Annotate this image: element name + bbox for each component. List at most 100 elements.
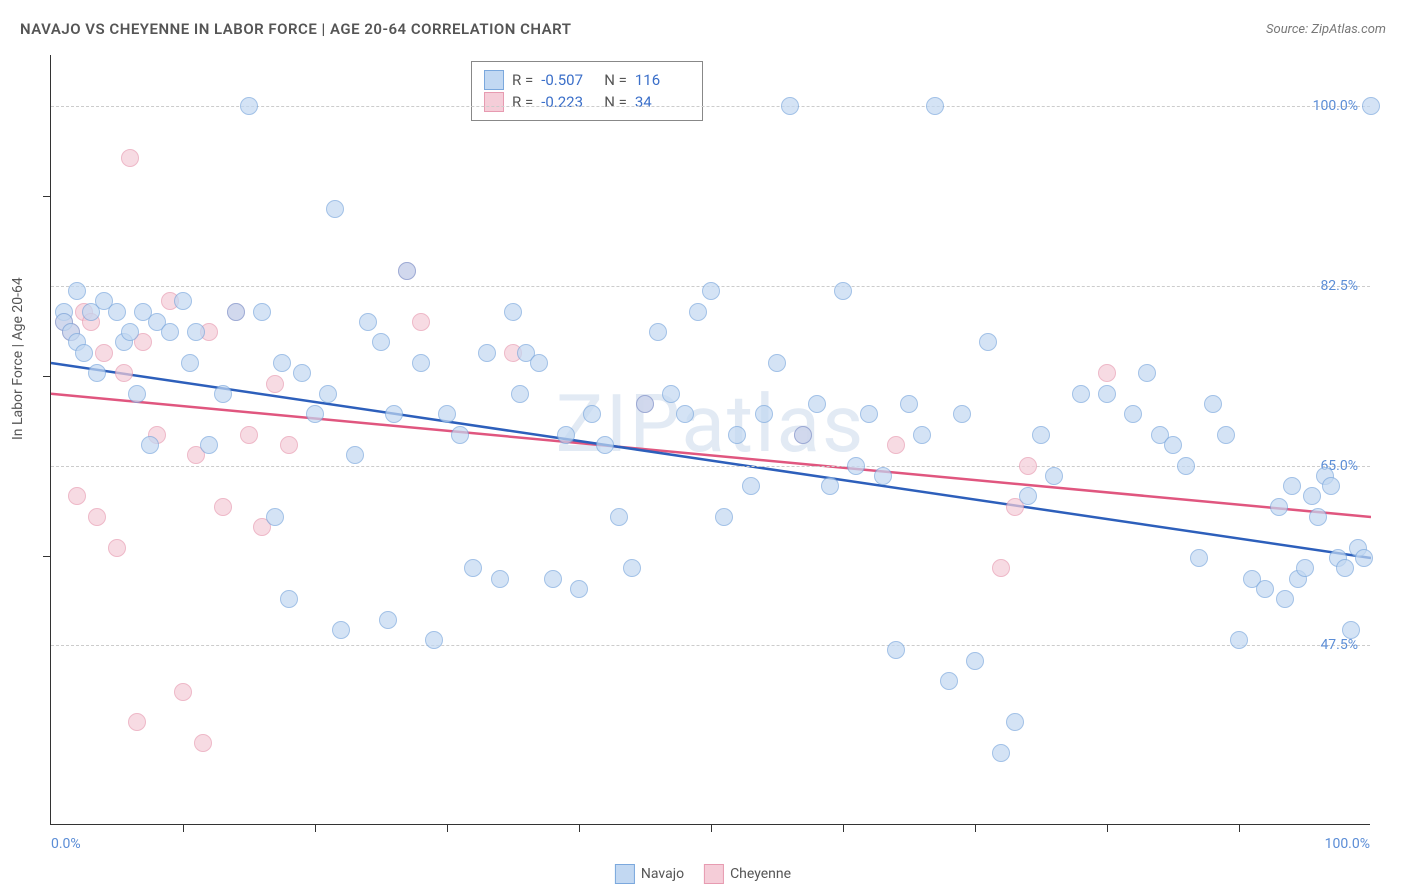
data-point-cheyenne [992,559,1010,577]
data-point-navajo [636,395,654,413]
legend-r-label: R = [512,93,533,111]
data-point-navajo [610,508,628,526]
data-point-navajo [887,641,905,659]
data-point-navajo [821,477,839,495]
data-point-navajo [596,436,614,454]
legend-n-label: N = [604,71,627,89]
legend-row-navajo: R =-0.507N =116 [484,70,690,90]
data-point-navajo [240,97,258,115]
y-tick-label: 47.5% [1320,637,1358,653]
data-point-navajo [874,467,892,485]
data-point-navajo [121,323,139,341]
data-point-navajo [200,436,218,454]
data-point-navajo [860,405,878,423]
data-point-navajo [926,97,944,115]
data-point-navajo [108,303,126,321]
legend-n-label: N = [604,93,627,111]
data-point-navajo [1019,487,1037,505]
data-point-navajo [1138,364,1156,382]
data-point-navajo [544,570,562,588]
data-point-navajo [689,303,707,321]
data-point-cheyenne [68,487,86,505]
data-point-navajo [266,508,284,526]
trendline-cheyenne [51,394,1371,517]
legend-row-cheyenne: R = -0.223 N = 34 [484,92,690,112]
legend-item-cheyenne: Cheyenne [704,864,791,884]
data-point-navajo [1355,549,1373,567]
data-point-navajo [438,405,456,423]
data-point-navajo [1296,559,1314,577]
y-tick-label: 100.0% [1313,98,1358,114]
data-point-navajo [372,333,390,351]
data-point-navajo [992,744,1010,762]
data-point-navajo [1006,713,1024,731]
y-tick [43,556,51,557]
data-point-navajo [847,457,865,475]
data-point-navajo [128,385,146,403]
data-point-navajo [1230,631,1248,649]
data-point-navajo [293,364,311,382]
data-point-navajo [1342,621,1360,639]
data-point-navajo [1032,426,1050,444]
data-point-navajo [583,405,601,423]
data-point-navajo [1072,385,1090,403]
data-point-navajo [398,262,416,280]
data-point-navajo [966,652,984,670]
data-point-navajo [1256,580,1274,598]
data-point-navajo [676,405,694,423]
data-point-navajo [385,405,403,423]
data-point-navajo [478,344,496,362]
data-point-navajo [187,323,205,341]
data-point-cheyenne [115,364,133,382]
data-point-navajo [504,303,522,321]
data-point-navajo [1217,426,1235,444]
y-axis-label: In Labor Force | Age 20-64 [10,277,26,440]
x-tick [711,824,712,832]
data-point-navajo [141,436,159,454]
data-point-navajo [1336,559,1354,577]
legend-r-value: -0.223 [541,93,596,111]
data-point-navajo [227,303,245,321]
data-point-navajo [808,395,826,413]
x-tick [183,824,184,832]
data-point-navajo [781,97,799,115]
series-legend: Navajo Cheyenne [615,864,791,884]
data-point-navajo [953,405,971,423]
data-point-cheyenne [194,734,212,752]
data-point-cheyenne [95,344,113,362]
data-point-navajo [280,590,298,608]
data-point-navajo [834,282,852,300]
data-point-navajo [557,426,575,444]
legend-item-navajo: Navajo [615,864,684,884]
data-point-navajo [306,405,324,423]
data-point-navajo [570,580,588,598]
legend-r-label: R = [512,71,533,89]
source-credit: Source: ZipAtlas.com [1266,22,1386,37]
data-point-navajo [1124,405,1142,423]
legend-r-value: -0.507 [541,71,596,89]
x-tick [579,824,580,832]
legend-swatch-cheyenne [484,92,504,112]
legend-label-cheyenne: Cheyenne [730,866,791,882]
trendline-navajo [51,363,1371,558]
data-point-navajo [88,364,106,382]
data-point-cheyenne [280,436,298,454]
gridline [51,645,1370,646]
legend-swatch-cheyenne [704,864,724,884]
data-point-navajo [491,570,509,588]
x-axis-max-label: 100.0% [1325,836,1370,852]
data-point-cheyenne [1019,457,1037,475]
chart-header: NAVAJO VS CHEYENNE IN LABOR FORCE | AGE … [20,20,1386,38]
legend-n-value: 34 [635,93,690,111]
data-point-navajo [1362,97,1380,115]
x-axis-min-label: 0.0% [51,836,81,852]
legend-swatch-navajo [615,864,635,884]
data-point-cheyenne [266,375,284,393]
data-point-navajo [68,282,86,300]
data-point-navajo [214,385,232,403]
data-point-cheyenne [412,313,430,331]
data-point-navajo [464,559,482,577]
scatter-chart: ZIPatlas R =-0.507N =116R =-0.223N =34 4… [50,55,1370,825]
data-point-navajo [412,354,430,372]
data-point-navajo [161,323,179,341]
